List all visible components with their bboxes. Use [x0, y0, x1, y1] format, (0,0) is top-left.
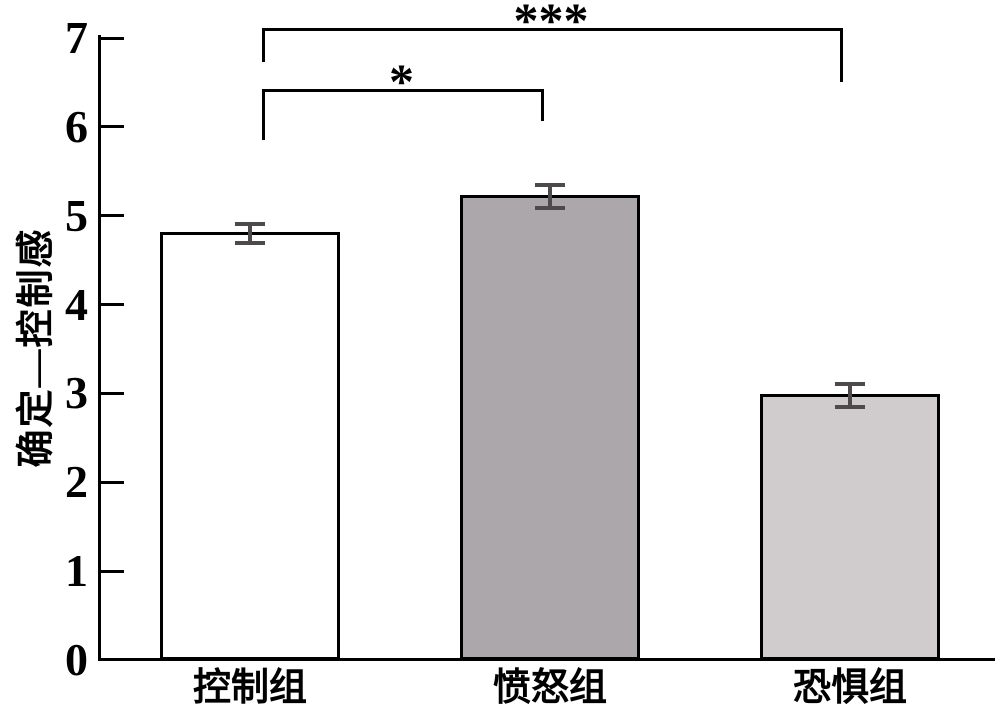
significance-bracket-right-tick	[541, 92, 544, 121]
error-bar-cap-top	[535, 182, 565, 187]
bar-anger	[460, 194, 640, 660]
y-tick-mark	[100, 391, 124, 395]
y-tick-label: 2	[65, 456, 88, 508]
y-tick-mark	[100, 214, 124, 218]
y-tick-label: 7	[65, 12, 88, 63]
significance-bracket-line	[262, 89, 544, 92]
y-tick-label: 3	[65, 367, 88, 419]
error-bar-cap-top	[835, 381, 865, 386]
y-axis-line	[98, 35, 101, 661]
y-tick-mark	[100, 303, 124, 307]
y-tick-label: 1	[65, 545, 88, 597]
y-tick-mark	[100, 125, 124, 129]
y-axis-title: 确定—控制感	[15, 227, 58, 468]
significance-bracket-left-tick	[262, 31, 265, 62]
y-tick-mark	[100, 36, 124, 40]
error-bar-cap-bottom	[535, 205, 565, 210]
error-bar-cap-bottom	[235, 241, 265, 246]
x-category-label-control: 控制组	[192, 667, 307, 709]
error-bar-stem	[548, 184, 552, 208]
bar-control	[160, 231, 340, 660]
y-tick-label: 4	[65, 278, 88, 330]
significance-bracket-right-tick	[840, 31, 843, 82]
y-tick-mark	[100, 480, 124, 484]
significance-bracket-left-tick	[262, 92, 265, 140]
error-bar-stem	[848, 383, 852, 407]
significance-stars: *	[389, 53, 414, 109]
y-tick-mark	[100, 569, 124, 573]
significance-stars: ***	[513, 0, 589, 48]
y-tick-label: 5	[65, 189, 88, 241]
error-bar-cap-top	[235, 221, 265, 226]
error-bar-cap-bottom	[835, 404, 865, 409]
significance-bracket-line	[262, 28, 843, 31]
x-category-label-anger: 愤怒组	[492, 667, 607, 709]
error-bar-stem	[248, 223, 252, 244]
x-category-label-fear: 恐惧组	[792, 667, 907, 709]
y-tick-label: 6	[65, 100, 88, 152]
y-tick-label: 0	[65, 634, 88, 685]
bar-fear	[760, 393, 940, 660]
